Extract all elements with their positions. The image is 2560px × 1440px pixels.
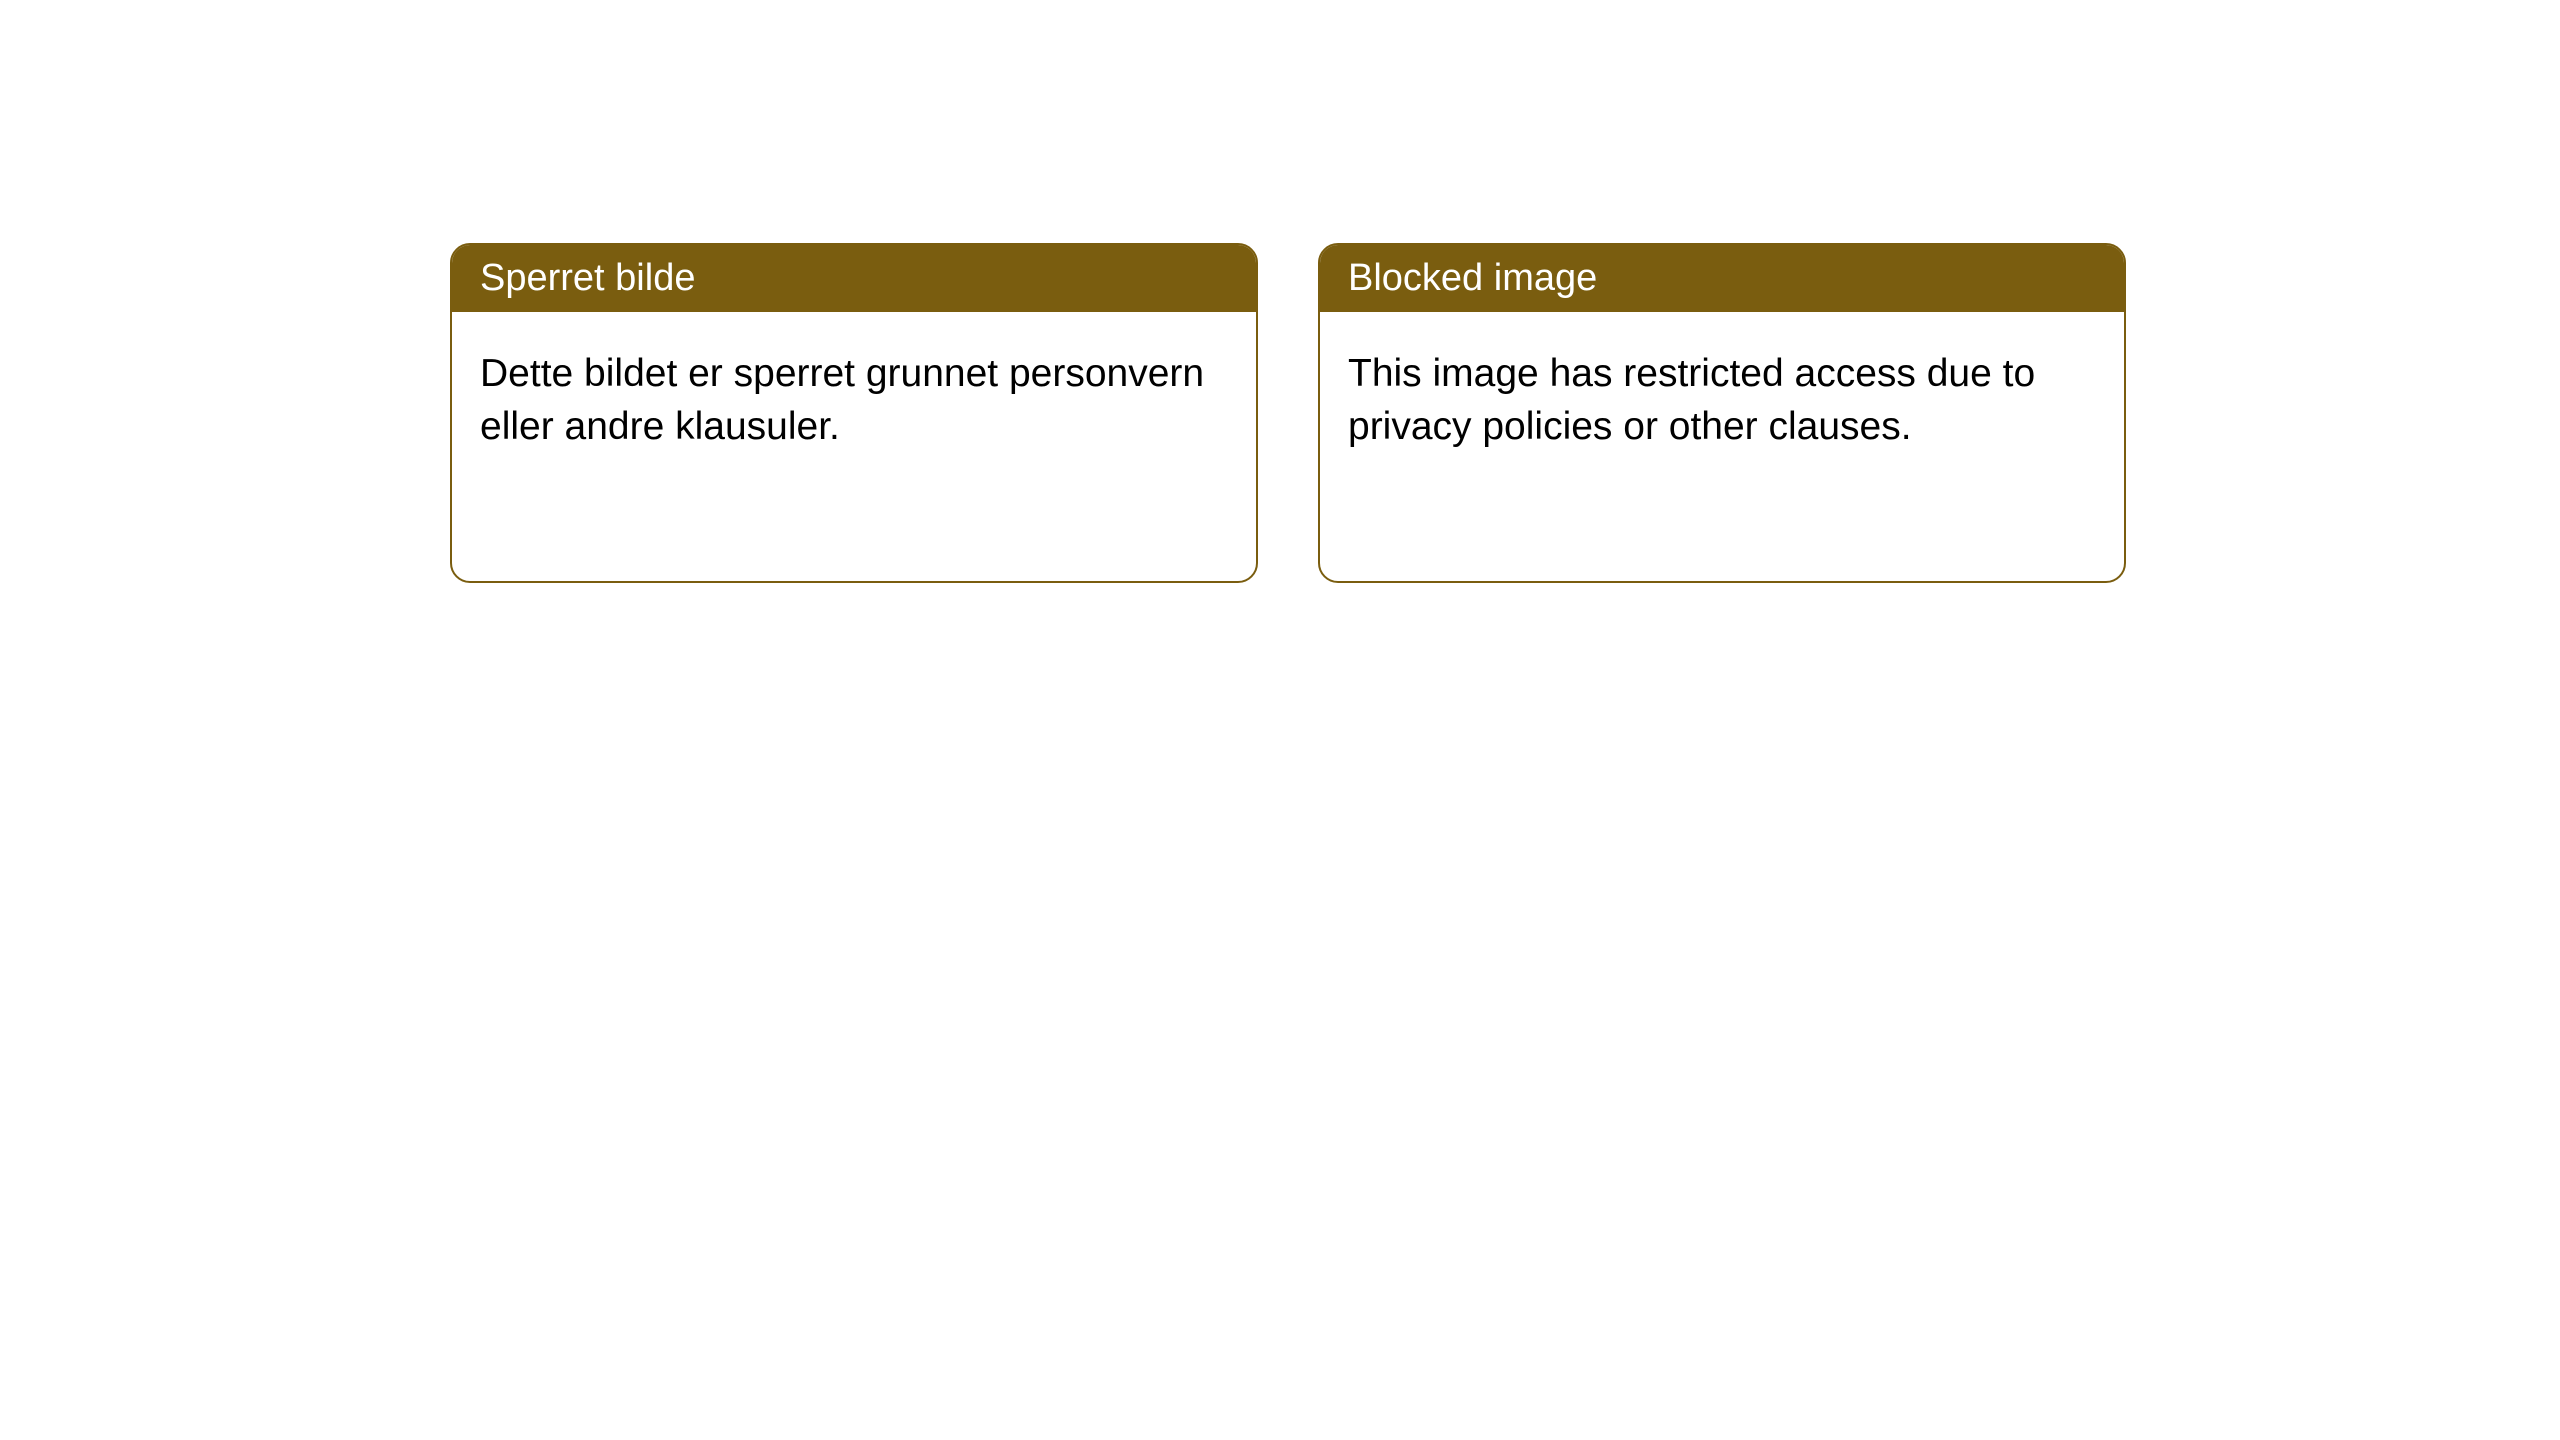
- card-header-en: Blocked image: [1320, 245, 2124, 312]
- card-body-en: This image has restricted access due to …: [1320, 312, 2124, 489]
- card-header-no: Sperret bilde: [452, 245, 1256, 312]
- card-body-no: Dette bildet er sperret grunnet personve…: [452, 312, 1256, 489]
- blocked-card-no: Sperret bilde Dette bildet er sperret gr…: [450, 243, 1258, 583]
- blocked-card-en: Blocked image This image has restricted …: [1318, 243, 2126, 583]
- blocked-image-cards: Sperret bilde Dette bildet er sperret gr…: [450, 243, 2126, 583]
